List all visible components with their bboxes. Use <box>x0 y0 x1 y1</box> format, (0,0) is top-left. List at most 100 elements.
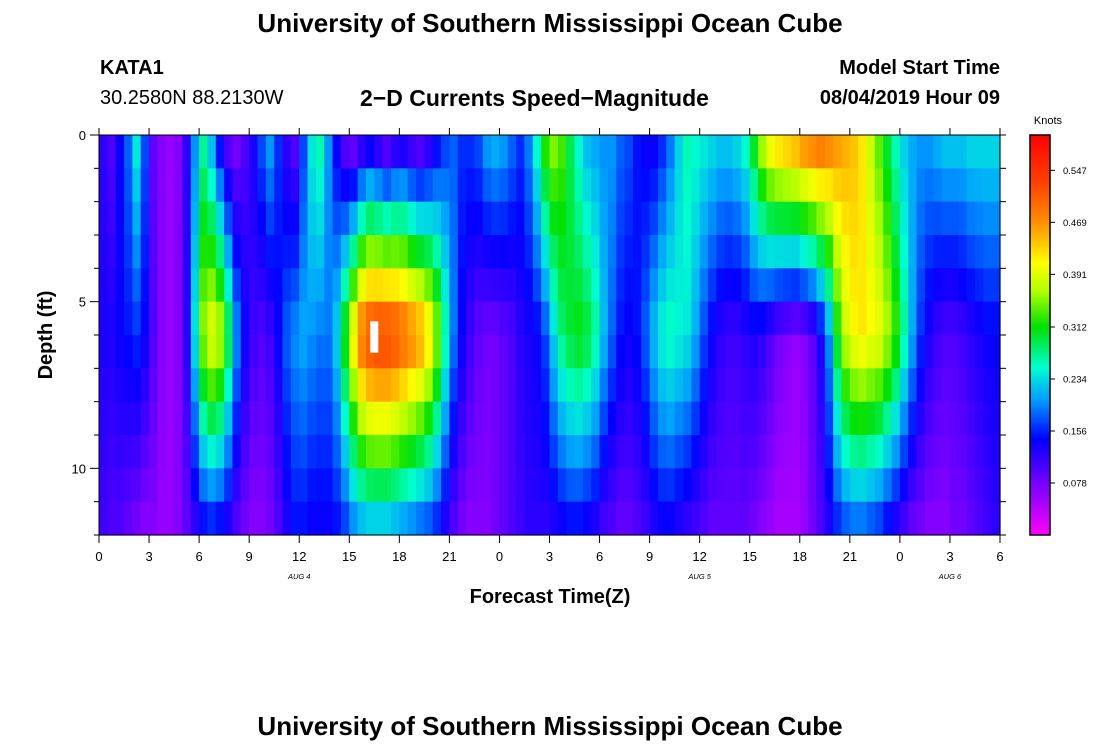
heatmap-cell <box>524 468 534 503</box>
heatmap-cell <box>883 501 893 536</box>
heatmap-cell <box>182 201 192 236</box>
heatmap-cell <box>916 435 926 469</box>
heatmap-cell <box>165 268 175 303</box>
heatmap-cell <box>933 368 943 403</box>
heatmap-cell <box>624 501 634 536</box>
heatmap-cell <box>199 368 209 403</box>
heatmap-cell <box>966 368 976 403</box>
heatmap-cell <box>866 335 876 369</box>
heatmap-cell <box>908 368 918 403</box>
heatmap-cell <box>607 368 617 403</box>
heatmap-cell <box>399 135 409 169</box>
heatmap-cell <box>924 435 934 469</box>
heatmap-cell <box>190 435 200 469</box>
heatmap-cell <box>307 168 317 203</box>
heatmap-cell <box>566 168 576 203</box>
heatmap-cell <box>240 435 250 469</box>
heatmap-cell <box>866 401 876 436</box>
heatmap-cell <box>824 401 834 436</box>
heatmap-cell <box>949 401 959 436</box>
heatmap-cell <box>499 501 509 536</box>
heatmap-cell <box>99 168 108 203</box>
heatmap-cell <box>416 135 425 169</box>
heatmap-cell <box>466 335 476 369</box>
heatmap-cell <box>632 401 642 436</box>
heatmap-cell <box>566 335 576 369</box>
heatmap-cell <box>374 468 384 503</box>
heatmap-cell <box>616 335 626 369</box>
heatmap-cell <box>908 501 918 536</box>
heatmap-cell <box>516 201 526 236</box>
heatmap-cell <box>332 368 342 403</box>
heatmap-cell <box>474 501 484 536</box>
heatmap-cell <box>165 501 175 536</box>
y-axis-label: Depth (ft) <box>35 291 57 380</box>
heatmap-cell <box>365 268 375 303</box>
heatmap-cell <box>632 468 642 503</box>
heatmap-cell <box>449 468 459 503</box>
heatmap-cell <box>974 135 984 169</box>
heatmap-cell <box>941 301 951 336</box>
heatmap-cell <box>224 401 234 436</box>
heatmap-cell <box>257 301 267 336</box>
heatmap-cell <box>382 235 392 269</box>
heatmap-cell <box>657 268 667 303</box>
x-tick-label: 0 <box>496 549 503 564</box>
heatmap-cell <box>699 201 709 236</box>
heatmap-cell <box>499 335 509 369</box>
heatmap-cell <box>174 235 184 269</box>
heatmap-cell <box>616 435 626 469</box>
heatmap-cell <box>641 401 651 436</box>
heatmap-cell <box>374 401 384 436</box>
heatmap-cell <box>699 435 709 469</box>
heatmap-cell <box>874 201 884 236</box>
heatmap-cell <box>190 401 200 436</box>
heatmap-cell <box>666 435 676 469</box>
heatmap-cell <box>99 468 108 503</box>
heatmap-cell <box>324 201 334 236</box>
heatmap-cell <box>632 268 642 303</box>
heatmap-cell <box>641 268 651 303</box>
heatmap-cell <box>215 501 225 536</box>
heatmap-cell <box>357 368 367 403</box>
heatmap-cell <box>624 268 634 303</box>
heatmap-cell <box>974 468 984 503</box>
heatmap-cell <box>833 435 843 469</box>
heatmap-cell <box>307 468 317 503</box>
heatmap-cell <box>991 401 1001 436</box>
heatmap-cell <box>699 301 709 336</box>
heatmap-cell <box>741 335 751 369</box>
heatmap-cell <box>507 135 517 169</box>
heatmap-cell <box>407 135 417 169</box>
heatmap-cell <box>416 501 425 536</box>
heatmap-cell <box>991 301 1001 336</box>
heatmap-cell <box>958 235 968 269</box>
heatmap-cell <box>991 135 1001 169</box>
heatmap-cell <box>682 468 692 503</box>
heatmap-cell <box>132 468 142 503</box>
heatmap-cell <box>457 368 467 403</box>
heatmap-cell <box>315 435 325 469</box>
heatmap-cell <box>149 401 158 436</box>
heatmap-cell <box>883 235 893 269</box>
heatmap-cell <box>733 468 742 503</box>
heatmap-cell <box>908 335 918 369</box>
heatmap-cell <box>958 168 968 203</box>
heatmap-cell <box>808 368 818 403</box>
heatmap-cell <box>324 335 334 369</box>
heatmap-cell <box>432 168 442 203</box>
heatmap-cell <box>958 301 968 336</box>
heatmap-cell <box>249 501 259 536</box>
heatmap-cell <box>207 301 217 336</box>
heatmap-cell <box>541 301 551 336</box>
heatmap-cell <box>933 435 943 469</box>
heatmap-cell <box>349 168 359 203</box>
heatmap-cell <box>365 501 375 536</box>
heatmap-cell <box>224 368 234 403</box>
heatmap-cell <box>390 235 400 269</box>
heatmap-cell <box>357 268 367 303</box>
heatmap-cell <box>724 168 734 203</box>
heatmap-cell <box>916 201 926 236</box>
heatmap-cell <box>299 468 309 503</box>
heatmap-cell <box>107 468 117 503</box>
